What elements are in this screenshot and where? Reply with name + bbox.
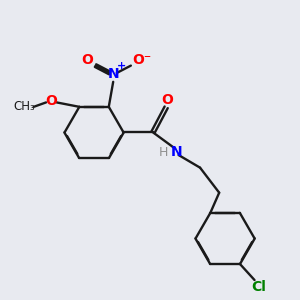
Text: CH₃: CH₃ [13, 100, 35, 113]
Text: N: N [171, 145, 182, 159]
Text: O: O [45, 94, 57, 108]
Text: O⁻: O⁻ [132, 53, 152, 67]
Text: Cl: Cl [251, 280, 266, 293]
Text: N: N [107, 68, 119, 81]
Text: O: O [81, 53, 93, 67]
Text: +: + [117, 61, 126, 71]
Text: H: H [159, 146, 169, 159]
Text: O: O [162, 93, 174, 107]
